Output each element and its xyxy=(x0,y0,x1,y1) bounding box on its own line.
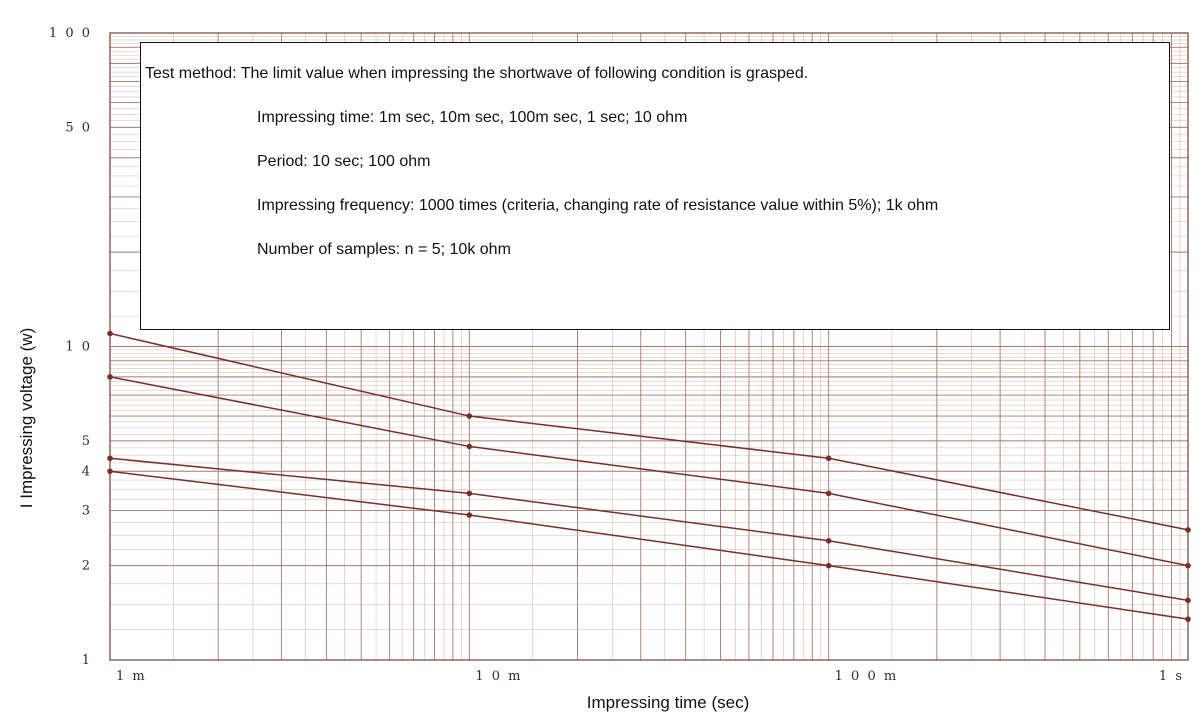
y-tick-label: 5 xyxy=(82,434,92,449)
y-tick-labels: 1 0 0 5 0 1 0 5 4 3 2 1 xyxy=(49,26,92,668)
note-line-impressing-frequency: Impressing frequency: 1000 times (criter… xyxy=(257,197,939,214)
note-line-period: Period: 10 sec; 100 ohm xyxy=(257,153,431,170)
y-tick-label: 1 0 xyxy=(65,340,92,355)
y-axis-label: I Impressing voltage (w) xyxy=(17,328,36,508)
note-line-test-method: Test method: The limit value when impres… xyxy=(145,65,809,82)
data-point-3-4 xyxy=(1185,597,1191,604)
data-point-2-4 xyxy=(1185,562,1191,569)
data-point-4-4 xyxy=(1185,616,1191,622)
x-axis-label: Impressing time (sec) xyxy=(587,693,749,712)
data-point-3-2 xyxy=(466,490,473,497)
series-group xyxy=(107,330,1191,622)
x-tick-label: 1 s xyxy=(1159,669,1184,684)
note-line-samples: Number of samples: n = 5; 10k ohm xyxy=(257,241,511,258)
y-tick-label: 5 0 xyxy=(65,120,92,135)
y-tick-label: 4 xyxy=(82,464,92,479)
data-point-4-2 xyxy=(466,512,473,518)
data-point-1-3 xyxy=(825,455,832,462)
data-point-3-1 xyxy=(107,455,113,462)
test-method-note: Test method: The limit value when impres… xyxy=(140,42,1170,330)
data-point-1-2 xyxy=(466,413,473,419)
series-line-1 xyxy=(109,332,1189,531)
data-point-2-3 xyxy=(825,490,832,497)
plot-frame xyxy=(109,32,1189,661)
series-line-4 xyxy=(109,470,1189,620)
y-tick-label: 1 xyxy=(82,653,92,668)
data-point-3-3 xyxy=(825,538,832,544)
x-tick-label: 1 0 m xyxy=(475,669,522,684)
data-point-2-1 xyxy=(107,374,113,380)
y-tick-label: 3 xyxy=(82,503,92,518)
series-line-2 xyxy=(109,376,1189,567)
data-point-4-3 xyxy=(825,562,832,569)
y-tick-label: 2 xyxy=(82,559,92,574)
x-tick-label: 1 m xyxy=(116,669,147,684)
data-point-1-1 xyxy=(107,330,113,337)
note-line-impressing-time: Impressing time: 1m sec, 10m sec, 100m s… xyxy=(257,109,688,126)
y-tick-label: 1 0 0 xyxy=(49,26,92,41)
data-point-1-4 xyxy=(1185,527,1191,533)
data-point-2-2 xyxy=(466,443,473,450)
x-tick-label: 1 0 0 m xyxy=(835,669,899,684)
x-tick-labels: 1 m 1 0 m 1 0 0 m 1 s xyxy=(116,669,1184,684)
series-line-3 xyxy=(109,457,1189,602)
data-point-4-1 xyxy=(107,468,113,475)
